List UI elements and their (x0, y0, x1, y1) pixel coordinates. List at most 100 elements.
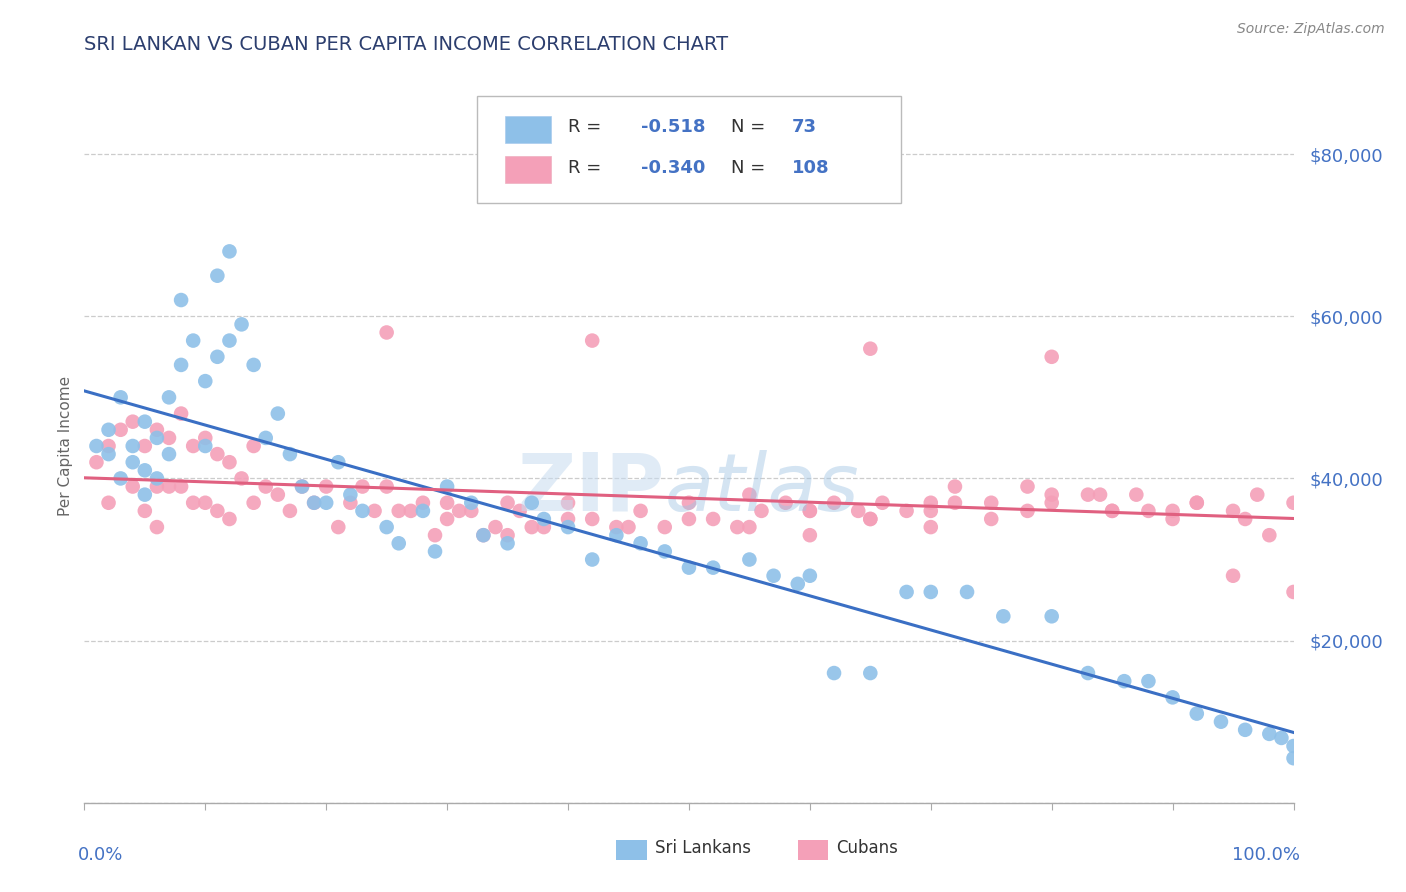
Point (412, 496, 434, 510)
Point (254, 431, 277, 445)
Point (943, 496, 966, 510)
Text: Sri Lankans: Sri Lankans (655, 838, 751, 856)
Point (702, 512, 724, 526)
Point (363, 504, 385, 518)
Point (423, 544, 446, 558)
Point (920, 496, 942, 510)
Point (134, 504, 156, 518)
Point (859, 512, 882, 526)
Point (134, 439, 156, 453)
Point (399, 504, 422, 518)
Point (1234, 723, 1257, 737)
Point (520, 496, 543, 510)
Point (291, 479, 314, 493)
Point (460, 504, 482, 518)
Point (267, 407, 290, 421)
Point (207, 447, 229, 461)
Point (472, 528, 495, 542)
Point (352, 479, 374, 493)
Point (375, 479, 398, 493)
Point (86, 439, 108, 453)
Point (97, 423, 120, 437)
Point (328, 520, 350, 534)
Point (1282, 585, 1305, 599)
Point (896, 585, 918, 599)
Point (146, 471, 169, 485)
Point (121, 455, 143, 469)
Point (1040, 609, 1063, 624)
Point (1040, 350, 1063, 364)
Point (278, 504, 301, 518)
Point (218, 512, 240, 526)
Text: Source: ZipAtlas.com: Source: ZipAtlas.com (1237, 22, 1385, 37)
Point (194, 374, 217, 388)
Point (194, 439, 217, 453)
Point (1282, 739, 1305, 753)
Point (181, 496, 204, 510)
Text: 108: 108 (792, 159, 830, 177)
Text: R =: R = (568, 159, 607, 177)
Point (484, 520, 506, 534)
Point (242, 439, 264, 453)
Point (775, 496, 797, 510)
Point (799, 568, 821, 582)
Point (859, 342, 882, 356)
Point (302, 496, 325, 510)
Point (1077, 488, 1099, 502)
Point (1088, 488, 1111, 502)
Point (302, 496, 325, 510)
Text: ZIP: ZIP (517, 450, 665, 528)
Point (896, 504, 918, 518)
Text: SRI LANKAN VS CUBAN PER CAPITA INCOME CORRELATION CHART: SRI LANKAN VS CUBAN PER CAPITA INCOME CO… (84, 35, 728, 54)
Point (254, 479, 277, 493)
Point (436, 496, 458, 510)
Point (86, 455, 108, 469)
Point (557, 520, 579, 534)
Point (97, 496, 120, 510)
Point (509, 504, 531, 518)
Point (956, 585, 979, 599)
Point (678, 496, 700, 510)
Y-axis label: Per Capita Income: Per Capita Income (58, 376, 73, 516)
Point (134, 463, 156, 477)
Point (1222, 568, 1244, 582)
FancyBboxPatch shape (505, 156, 551, 184)
Point (557, 512, 579, 526)
Point (242, 496, 264, 510)
Point (1137, 674, 1160, 689)
Point (654, 544, 676, 558)
Point (207, 268, 229, 283)
Point (581, 552, 603, 566)
Point (738, 520, 761, 534)
Point (702, 560, 724, 574)
Point (170, 407, 193, 421)
Point (231, 318, 253, 332)
Point (97, 439, 120, 453)
Point (1161, 512, 1184, 526)
Point (375, 520, 398, 534)
Point (207, 504, 229, 518)
Point (738, 488, 761, 502)
Point (533, 520, 555, 534)
Point (581, 334, 603, 348)
Point (110, 471, 132, 485)
Point (1125, 488, 1147, 502)
Point (1258, 528, 1281, 542)
Point (762, 568, 785, 582)
Text: -0.518: -0.518 (641, 118, 704, 136)
Point (157, 447, 180, 461)
Point (388, 504, 411, 518)
Point (980, 496, 1002, 510)
Point (920, 585, 942, 599)
Point (315, 496, 337, 510)
Point (823, 496, 845, 510)
Point (170, 479, 193, 493)
Point (799, 528, 821, 542)
Point (799, 504, 821, 518)
Point (920, 504, 942, 518)
Point (872, 496, 894, 510)
Point (846, 504, 869, 518)
Point (157, 431, 180, 445)
Point (291, 479, 314, 493)
Point (121, 479, 143, 493)
